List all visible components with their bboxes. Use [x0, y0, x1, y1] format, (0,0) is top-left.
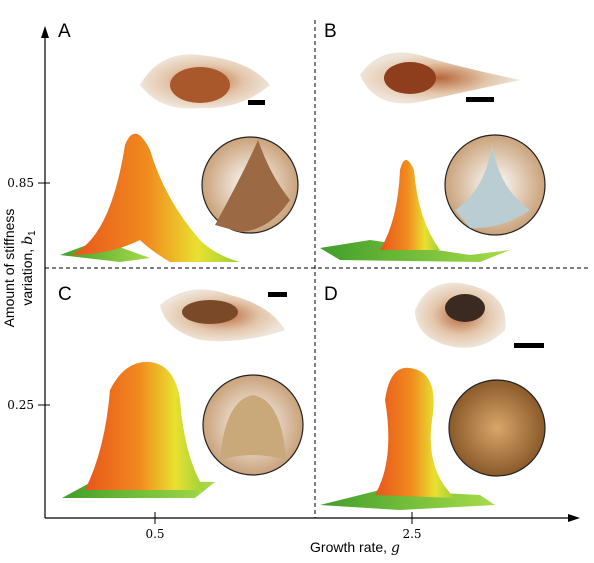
y-label-line: variation, b1 — [19, 230, 38, 306]
x-axis-label: Growth rate, g — [310, 539, 400, 556]
x-symbol: g — [391, 540, 400, 556]
panel-label: B — [324, 21, 337, 42]
panel-label: A — [58, 21, 71, 42]
y-symbol: b — [20, 236, 36, 245]
y-tick-label: 0.85 — [7, 176, 34, 190]
y-tick-label: 0.25 — [7, 398, 34, 412]
y-label-text: variation, — [19, 245, 35, 306]
x-label-text: Growth rate, — [310, 539, 391, 555]
y-label-line: Amount of stiffness — [1, 209, 17, 328]
panel-label: C — [58, 284, 72, 305]
y-axis-label: Amount of stiffness variation, b1 — [1, 209, 38, 328]
x-tick-label: 2.5 — [402, 527, 421, 541]
y-subscript: 1 — [27, 230, 38, 236]
illustrations — [60, 52, 546, 510]
x-tick-label: 0.5 — [145, 527, 164, 541]
axes — [38, 20, 590, 524]
panel-label: D — [324, 284, 338, 305]
